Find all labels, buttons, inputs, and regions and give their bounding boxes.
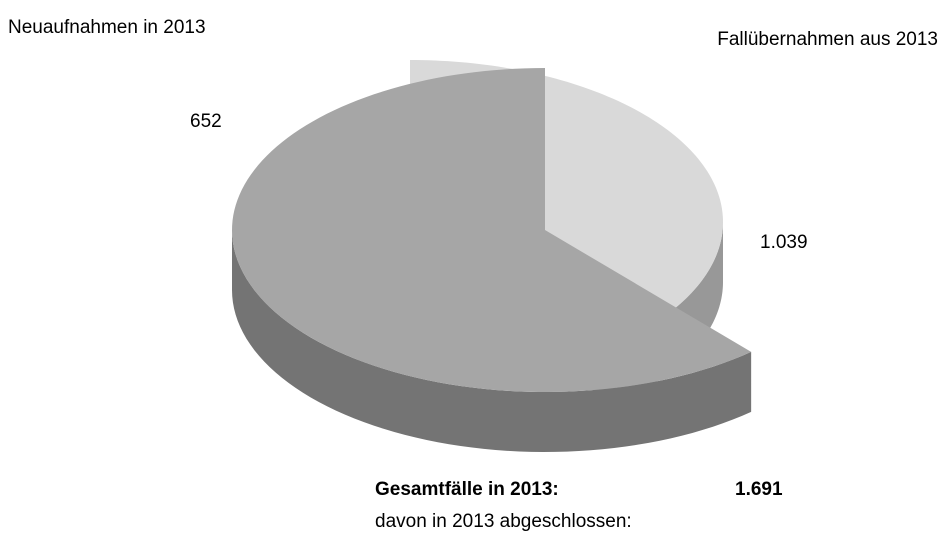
category-label: Neuaufnahmen in 2013 xyxy=(8,17,206,38)
annotation: Gesamtfälle in 2013: xyxy=(375,479,559,500)
category-label: Fallübernahmen aus 2013 xyxy=(717,29,938,50)
value-label: 1.039 xyxy=(760,232,808,253)
slice-side xyxy=(232,230,752,452)
slice-top xyxy=(232,68,752,392)
slice xyxy=(232,68,752,452)
value-label: 652 xyxy=(190,111,222,132)
annotation: davon in 2013 abgeschlossen: xyxy=(375,511,632,532)
annotation: 1.691 xyxy=(735,479,783,500)
pie xyxy=(232,60,752,452)
